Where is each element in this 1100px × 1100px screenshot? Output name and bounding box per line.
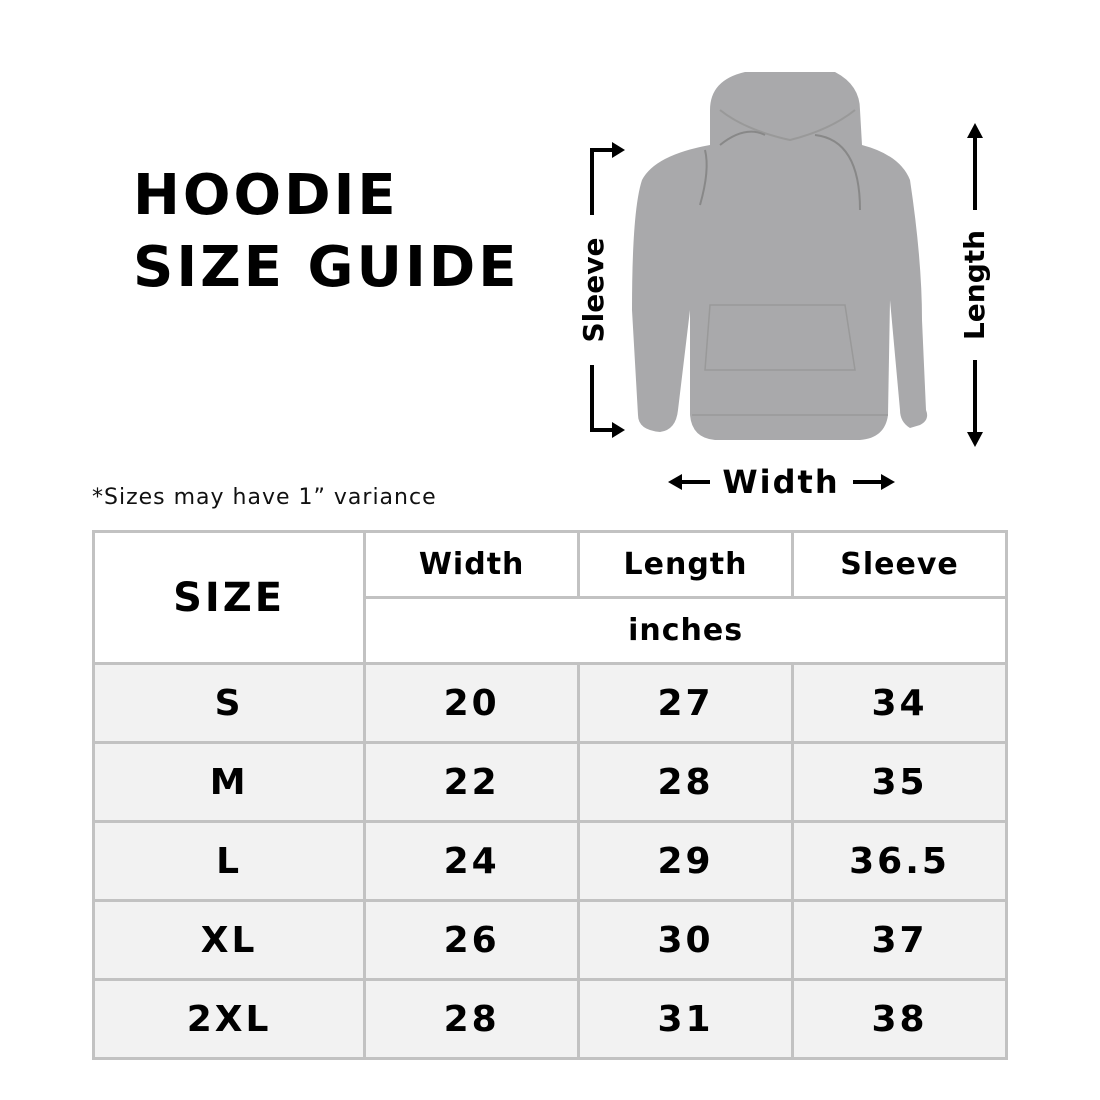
cell-sleeve: 36.5	[791, 820, 1008, 902]
column-header-sleeve: Sleeve	[791, 530, 1008, 599]
cell-sleeve: 35	[791, 741, 1008, 823]
cell-width: 22	[363, 741, 581, 823]
sleeve-arrow	[590, 148, 615, 432]
column-header-length: Length	[577, 530, 795, 599]
cell-width: 28	[363, 978, 581, 1060]
cell-size: 2XL	[91, 978, 367, 1060]
header-row: SIZE Width Length Sleeve	[91, 530, 1008, 665]
cell-size: S	[91, 662, 367, 744]
title-line-1: HOODIE	[133, 163, 399, 228]
cell-length: 28	[577, 741, 795, 823]
cell-sleeve: 37	[791, 899, 1008, 981]
table-row: L 24 29 36.5	[91, 820, 1008, 902]
column-header-width: Width	[363, 530, 581, 599]
unit-label: inches	[363, 596, 1008, 665]
hoodie-image	[632, 72, 928, 440]
cell-size: XL	[91, 899, 367, 981]
cell-sleeve: 34	[791, 662, 1008, 744]
cell-length: 31	[577, 978, 795, 1060]
cell-length: 30	[577, 899, 795, 981]
size-table: SIZE Width Length Sleeve inches S 20 27 34 M…	[91, 530, 1008, 1060]
unit-row: inches	[94, 596, 1008, 665]
sleeve-label: Sleeve	[577, 238, 610, 343]
cell-width: 20	[363, 662, 581, 744]
table-row: M 22 28 35	[91, 741, 1008, 823]
width-label: Width	[722, 463, 839, 501]
table-row: S 20 27 34	[91, 662, 1008, 744]
cell-width: 26	[363, 899, 581, 981]
cell-size: M	[91, 741, 367, 823]
hoodie-diagram: Sleeve Length Width	[577, 72, 991, 501]
variance-note: *Sizes may have 1” variance	[92, 485, 437, 510]
page-title: HOODIE SIZE GUIDE	[133, 160, 520, 304]
size-header: SIZE	[91, 530, 367, 665]
table-row: XL 26 30 37	[91, 899, 1008, 981]
length-label: Length	[958, 230, 991, 340]
cell-width: 24	[363, 820, 581, 902]
cell-length: 27	[577, 662, 795, 744]
cell-sleeve: 38	[791, 978, 1008, 1060]
arrow-head-icon	[612, 142, 625, 438]
table-row: 2XL 28 31 38	[91, 978, 1008, 1060]
title-line-2: SIZE GUIDE	[133, 235, 520, 300]
cell-length: 29	[577, 820, 795, 902]
cell-size: L	[91, 820, 367, 902]
